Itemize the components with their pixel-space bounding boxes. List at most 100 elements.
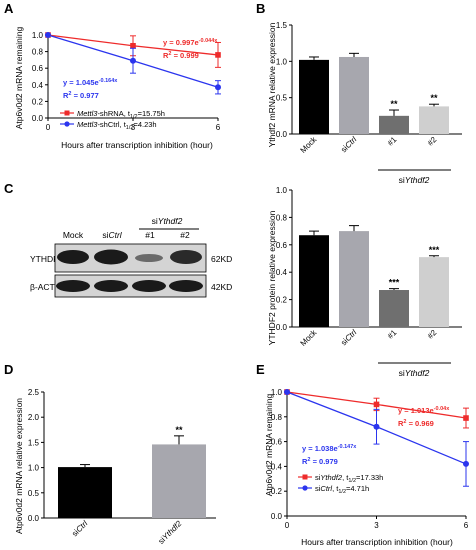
panel-e-blue-point-2 <box>463 460 469 467</box>
panel-a-ylabel: Atp6v0d2 mRNA remaining <box>14 26 24 129</box>
panel-c-ytick-label-0: 0.0 <box>276 323 288 332</box>
panel-e-red-point-2 <box>463 415 469 421</box>
panel-a-blue-r2: R2 = 0.977 <box>63 91 99 100</box>
panel-d-bar-1 <box>152 444 206 518</box>
panel-e-ytick-label-0: 0.0 <box>271 512 283 521</box>
panel-d-xlabels: siCtrl siYthdf2 <box>70 519 184 546</box>
legend-blue-marker <box>64 121 70 127</box>
panel-b-ytick-label-3: 1.5 <box>276 21 288 30</box>
panel-b-sig-3: ** <box>430 93 438 103</box>
blot-row-actin-kd: 42KD <box>211 282 232 292</box>
panel-e-xlabel: Hours after transcription inhibition (ho… <box>301 537 453 547</box>
panel-c-xlabel-1: siCtrl <box>339 328 358 347</box>
panel-b-bar-2 <box>379 115 409 134</box>
panel-c-marks: *** *** <box>299 225 449 327</box>
panel-b-xlabel-2: #1 <box>386 135 399 148</box>
panel-a-xtick-label-1: 3 <box>131 123 136 132</box>
panel-b-xlabel-1: siCtrl <box>339 135 358 154</box>
blot-row-actin-label: β-ACTIN <box>30 282 63 292</box>
legend-red-label: Mettl3-shRNA, t1/2=15.75h <box>77 109 165 120</box>
panel-a-ytick-label-5: 1.0 <box>32 31 44 40</box>
panel-a-blue-point-0 <box>45 32 51 38</box>
blot-header-2: #2 <box>180 230 190 240</box>
legend-e-blue-marker <box>302 485 308 491</box>
panel-c-ytick-label-3: 0.6 <box>276 241 288 250</box>
panel-c-xlabel-0: Mock <box>299 327 320 348</box>
panel-d-ytick-label-5: 2.5 <box>28 388 40 397</box>
panel-b-xlabels: Mock siCtrl #1 #2 <box>299 134 439 155</box>
panel-e-red-r2: R2 = 0.969 <box>398 419 434 428</box>
panel-c-ytick-label-2: 0.4 <box>276 268 288 277</box>
panel-d-ytick-label-3: 1.5 <box>28 438 40 447</box>
panel-d: D Atp6v0d2 mRNA relative expression 0.0 0… <box>4 362 216 546</box>
legend-red-marker <box>64 110 70 116</box>
panel-c-xlabel-3: #2 <box>426 328 439 341</box>
panel-b-bar-1 <box>339 56 369 135</box>
panel-c-ytick-label-4: 0.8 <box>276 213 288 222</box>
panel-d-ylabel: Atp6v0d2 mRNA relative expression <box>14 398 24 534</box>
panel-e-ytick-label-1: 0.2 <box>271 487 283 496</box>
blot-header-1: #1 <box>145 230 155 240</box>
panel-c-sig-3: *** <box>429 245 440 255</box>
panel-a-xtick-label-2: 6 <box>216 123 221 132</box>
panel-e-ytick-label-3: 0.6 <box>271 438 283 447</box>
legend-blue-label: Mettl3-shCtrl, t1/2=4.23h <box>77 120 157 131</box>
panel-e-ylabel: Atp6v0d2 mRNA remaining <box>264 393 274 496</box>
panel-letter-c: C <box>4 181 14 196</box>
panel-c-bar-2 <box>379 290 409 327</box>
panel-b-ylabel: Ythdf2 mRNA relative expression <box>267 22 277 147</box>
panel-b-ytick-label-0: 0.0 <box>276 130 288 139</box>
panel-a-ytick-label-4: 0.8 <box>32 48 44 57</box>
panel-b-bar-0 <box>299 59 329 134</box>
panel-e-blue-point-0 <box>284 389 290 395</box>
panel-a-red-point-2 <box>215 52 221 58</box>
panel-b-bar-3 <box>419 106 449 134</box>
panel-e-ytick-label-2: 0.4 <box>271 462 283 471</box>
panel-e-xtick-label-2: 6 <box>464 521 469 530</box>
panel-letter-b: B <box>256 1 265 16</box>
panel-c-ytick-label-1: 0.2 <box>276 296 288 305</box>
panel-a-ytick-label-1: 0.2 <box>32 97 44 106</box>
legend-e-red-marker <box>302 474 308 480</box>
panel-c: C Mock siCtrl siYthdf2 #1 #2 YTHDF2 β-AC… <box>4 181 462 378</box>
panel-d-sig-1: ** <box>175 425 183 435</box>
legend-e-blue-label: siCtrl, t1/2=4.71h <box>315 484 369 495</box>
panel-e-red-point-1 <box>373 401 380 408</box>
panel-e-legend: siYthdf2, t1/2=17.33h siCtrl, t1/2=4.71h <box>298 473 383 495</box>
panel-a-red-point-1 <box>130 42 136 49</box>
panel-d-marks: ** <box>58 425 206 518</box>
panel-a-red-r2: R2 = 0.999 <box>163 51 199 60</box>
blot-row-ythdf2-label: YTHDF2 <box>30 254 63 264</box>
panel-b-marks: ** ** <box>299 52 449 135</box>
panel-a-legend: Mettl3-shRNA, t1/2=15.75h Mettl3-shCtrl,… <box>60 109 165 131</box>
panel-d-bar-0 <box>58 467 112 518</box>
panel-d-xlabel-0: siCtrl <box>70 519 89 538</box>
panel-b-xlabel-0: Mock <box>299 134 320 155</box>
panel-a-ytick-label-2: 0.4 <box>32 81 44 90</box>
panel-a-axes: 0.0 0.2 0.4 0.6 0.8 1.0 0 3 6 <box>32 31 221 132</box>
panel-a-red-equation: y = 0.997e-0.044x <box>163 38 218 47</box>
panel-a-blue-point-1 <box>130 57 136 64</box>
panel-b-group-label: siYthdf2 <box>399 175 430 185</box>
legend-e-red-label: siYthdf2, t1/2=17.33h <box>315 473 383 484</box>
panel-c-sig-2: *** <box>389 278 400 288</box>
panel-a: A Atp6v0d2 mRNA remaining 0.00.20.40.60.… <box>4 1 221 150</box>
panel-e-xtick-label-1: 3 <box>374 521 379 530</box>
panel-d-ytick-label-2: 1.0 <box>28 464 40 473</box>
panel-a-ytick-label-3: 0.6 <box>32 64 44 73</box>
panel-e-ytick-label-5: 1.0 <box>271 388 283 397</box>
panel-a-xlabel: Hours after transcription inhibition (ho… <box>61 140 213 150</box>
blot-row-ythdf2-kd: 62KD <box>211 254 232 264</box>
panel-d-ytick-label-1: 0.5 <box>28 489 40 498</box>
blot-group-label: siYthdf2 <box>152 216 183 226</box>
panel-c-bar-3 <box>419 257 449 327</box>
blot-header-mock: Mock <box>63 230 84 240</box>
panel-b-ytick-label-2: 1.0 <box>276 57 288 66</box>
panel-c-bar-1 <box>339 231 369 327</box>
panel-b: B Ythdf2 mRNA relative expression 0.0 0.5… <box>256 1 462 185</box>
panel-c-xlabel-2: #1 <box>386 328 399 341</box>
panel-c-ytick-label-5: 1.0 <box>276 186 288 195</box>
panel-a-ytick-label-0: 0.0 <box>32 114 44 123</box>
panel-letter-e: E <box>256 362 265 377</box>
